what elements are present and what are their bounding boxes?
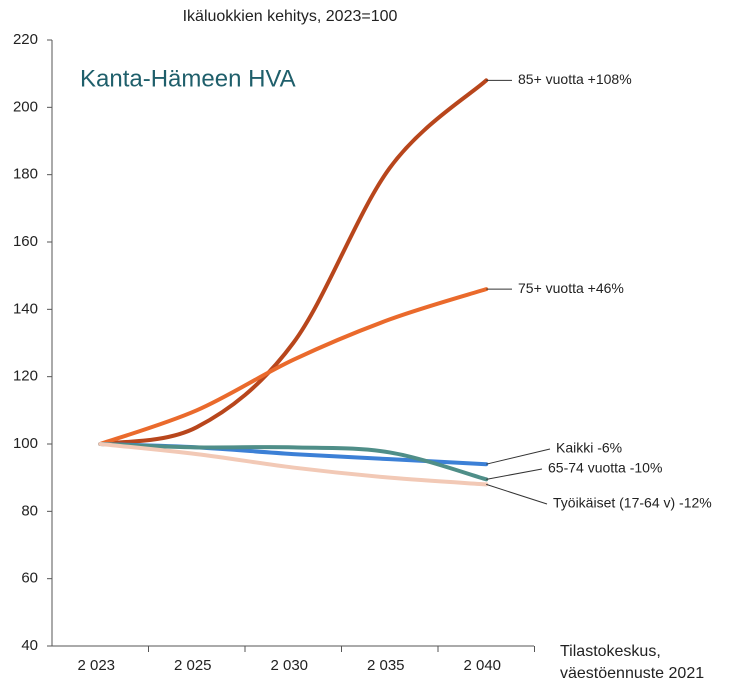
series-label: 65-74 vuotta -10% <box>548 460 662 476</box>
chart-title: Ikäluokkien kehitys, 2023=100 <box>183 8 398 25</box>
series-line <box>98 287 489 446</box>
series-line <box>98 442 489 487</box>
y-tick-label: 60 <box>21 570 38 587</box>
y-tick-label: 180 <box>13 166 38 183</box>
series-line <box>98 78 489 446</box>
source: Tilastokeskus, <box>560 643 661 660</box>
y-tick-label: 160 <box>13 233 38 250</box>
region-label: Kanta-Hämeen HVA <box>80 65 296 92</box>
y-tick-label: 140 <box>13 300 38 317</box>
series-label: 75+ vuotta +46% <box>518 280 624 296</box>
y-tick-label: 40 <box>21 637 38 654</box>
series-label: 85+ vuotta +108% <box>518 71 632 87</box>
series-label: Kaikki -6% <box>556 440 622 456</box>
series-line <box>98 442 489 482</box>
x-tick-label: 2 030 <box>270 657 308 674</box>
y-tick-label: 120 <box>13 368 38 385</box>
x-tick-label: 2 025 <box>174 657 212 674</box>
y-tick-label: 200 <box>13 98 38 115</box>
series-label: Työikäiset (17-64 v) -12% <box>553 495 712 511</box>
x-tick-label: 2 035 <box>367 657 405 674</box>
y-tick-label: 220 <box>13 31 38 48</box>
y-tick-label: 80 <box>21 502 38 519</box>
leader-line <box>486 468 543 480</box>
x-tick-label: 2 023 <box>77 657 115 674</box>
x-tick-label: 2 040 <box>463 657 501 674</box>
y-tick-label: 100 <box>13 435 38 452</box>
leader-line <box>486 448 551 465</box>
source: väestöennuste 2021 <box>560 665 704 681</box>
leader-line <box>486 483 548 505</box>
